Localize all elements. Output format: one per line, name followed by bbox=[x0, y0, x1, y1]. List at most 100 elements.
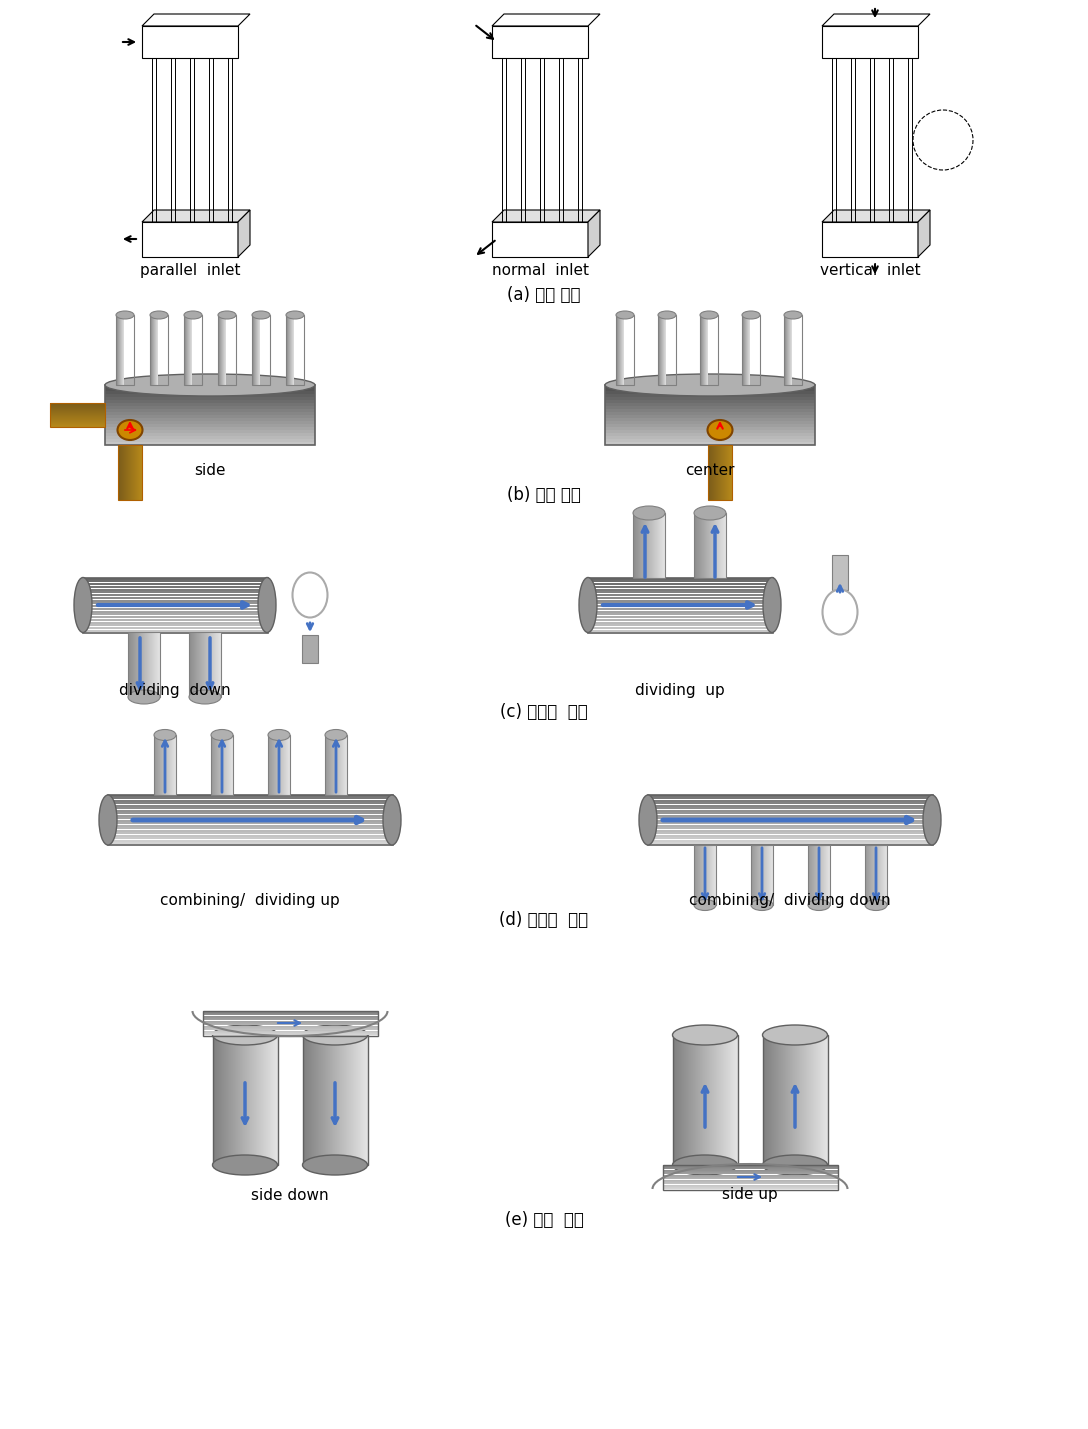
Bar bbox=[108, 830, 393, 832]
Bar bbox=[648, 842, 934, 845]
Bar bbox=[128, 632, 160, 697]
Bar bbox=[708, 444, 732, 500]
Bar bbox=[83, 616, 268, 617]
Bar bbox=[808, 845, 830, 905]
Bar bbox=[106, 433, 316, 436]
Ellipse shape bbox=[639, 795, 657, 845]
Ellipse shape bbox=[383, 795, 401, 845]
Polygon shape bbox=[823, 14, 930, 26]
Polygon shape bbox=[492, 210, 599, 221]
Ellipse shape bbox=[184, 312, 202, 319]
Bar bbox=[588, 597, 772, 599]
Bar bbox=[673, 1035, 738, 1165]
Bar bbox=[784, 314, 802, 384]
Bar bbox=[106, 392, 316, 394]
Bar bbox=[108, 827, 393, 829]
Text: (e) 열간  분지: (e) 열간 분지 bbox=[505, 1210, 583, 1229]
Ellipse shape bbox=[212, 1025, 277, 1045]
Text: combining/  dividing up: combining/ dividing up bbox=[160, 893, 339, 907]
Bar bbox=[83, 607, 268, 610]
Bar bbox=[588, 580, 772, 582]
Bar bbox=[648, 840, 934, 842]
Bar bbox=[302, 1035, 368, 1165]
Bar bbox=[648, 797, 934, 799]
Bar bbox=[605, 409, 815, 412]
Bar bbox=[648, 827, 934, 829]
Text: normal  inlet: normal inlet bbox=[492, 263, 589, 277]
Bar bbox=[588, 592, 772, 593]
Bar bbox=[605, 422, 815, 424]
Text: combining/  dividing down: combining/ dividing down bbox=[689, 893, 891, 907]
Bar bbox=[658, 314, 676, 384]
Ellipse shape bbox=[605, 374, 815, 396]
Bar bbox=[83, 627, 268, 629]
Bar bbox=[83, 622, 268, 624]
Bar bbox=[823, 221, 918, 257]
Bar bbox=[663, 1165, 838, 1190]
Bar bbox=[588, 604, 772, 607]
Bar bbox=[106, 403, 316, 406]
Bar bbox=[588, 613, 772, 614]
Bar bbox=[605, 384, 815, 389]
Bar bbox=[605, 412, 815, 414]
Bar bbox=[588, 577, 772, 633]
Bar bbox=[106, 394, 316, 397]
Bar bbox=[83, 586, 268, 587]
Text: side up: side up bbox=[722, 1187, 778, 1202]
Ellipse shape bbox=[823, 590, 857, 634]
Bar bbox=[106, 436, 316, 439]
Ellipse shape bbox=[150, 312, 168, 319]
Bar bbox=[106, 422, 316, 424]
Bar bbox=[143, 26, 238, 59]
Bar bbox=[588, 627, 772, 629]
Bar bbox=[605, 392, 815, 394]
Bar bbox=[648, 817, 934, 819]
Bar bbox=[605, 414, 815, 419]
Bar bbox=[286, 314, 304, 384]
Bar bbox=[763, 1035, 828, 1165]
Bar bbox=[106, 424, 316, 427]
Ellipse shape bbox=[302, 1155, 368, 1175]
Bar bbox=[648, 837, 934, 839]
Bar bbox=[605, 419, 815, 422]
Text: (c) 입구부  분지: (c) 입구부 분지 bbox=[500, 703, 588, 722]
Bar bbox=[694, 845, 716, 905]
Bar bbox=[116, 314, 134, 384]
Bar bbox=[108, 797, 393, 799]
Bar bbox=[588, 619, 772, 622]
Ellipse shape bbox=[616, 312, 634, 319]
Bar bbox=[605, 427, 815, 430]
Text: dividing  down: dividing down bbox=[120, 683, 231, 697]
Bar bbox=[106, 409, 316, 412]
Bar bbox=[106, 412, 316, 414]
Ellipse shape bbox=[694, 899, 716, 910]
Polygon shape bbox=[588, 210, 599, 257]
Bar bbox=[605, 433, 815, 436]
Bar bbox=[751, 845, 772, 905]
Bar bbox=[108, 815, 393, 817]
Bar bbox=[83, 577, 268, 633]
Polygon shape bbox=[238, 210, 250, 257]
Bar bbox=[605, 384, 815, 444]
Bar bbox=[605, 436, 815, 439]
Bar bbox=[106, 419, 316, 422]
Bar bbox=[605, 439, 815, 442]
Bar bbox=[108, 842, 393, 845]
Ellipse shape bbox=[751, 899, 772, 910]
Bar bbox=[50, 403, 106, 427]
Bar bbox=[154, 735, 176, 795]
Bar bbox=[742, 314, 761, 384]
Bar bbox=[588, 616, 772, 617]
Ellipse shape bbox=[808, 899, 830, 910]
Ellipse shape bbox=[293, 573, 327, 617]
Bar bbox=[108, 840, 393, 842]
Ellipse shape bbox=[763, 1025, 828, 1045]
Ellipse shape bbox=[218, 312, 236, 319]
Ellipse shape bbox=[258, 577, 276, 633]
Bar bbox=[83, 602, 268, 604]
Bar bbox=[108, 805, 393, 807]
Ellipse shape bbox=[106, 374, 316, 396]
Bar bbox=[252, 314, 270, 384]
Bar bbox=[588, 622, 772, 624]
Ellipse shape bbox=[211, 729, 233, 740]
